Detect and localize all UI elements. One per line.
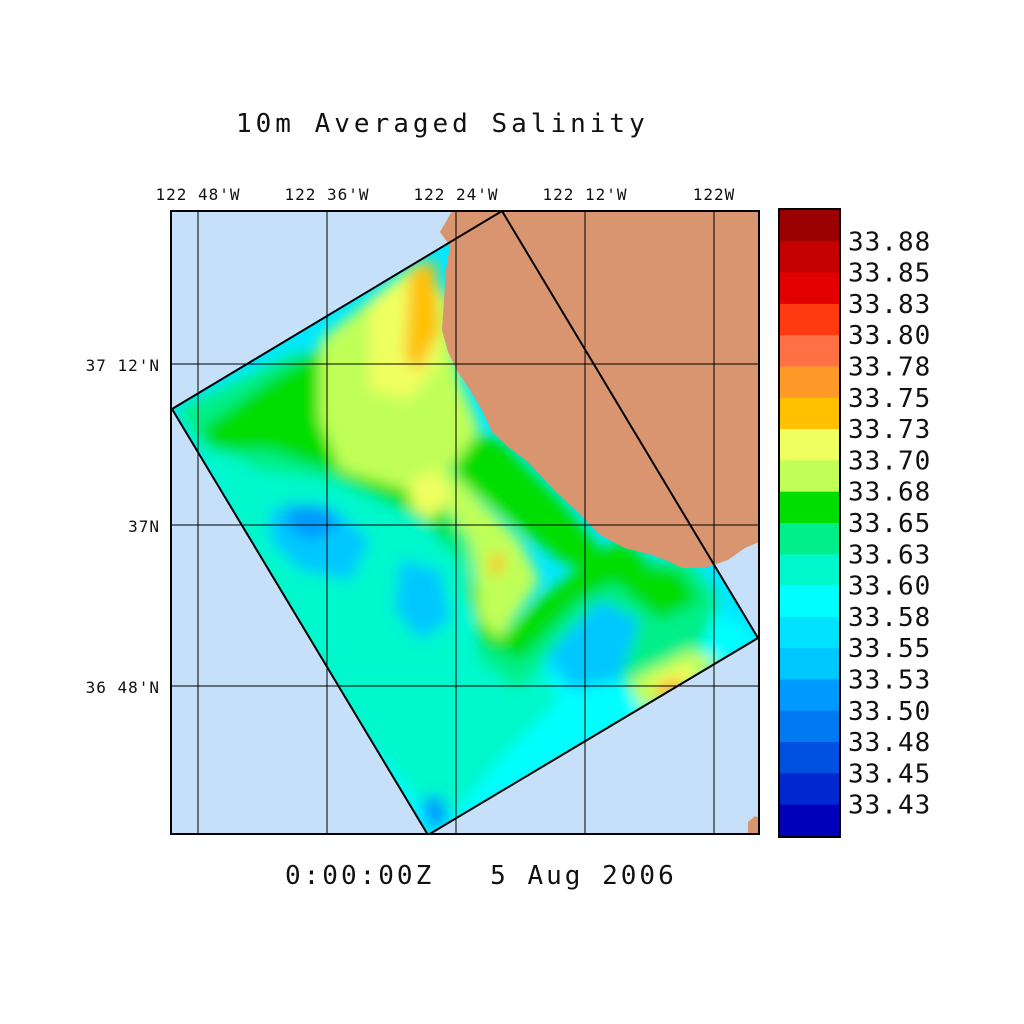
- lon-label-5: 122W: [693, 185, 736, 204]
- colorbar-swatch: [780, 335, 839, 368]
- lon-label-3: 122 24'W: [413, 185, 498, 204]
- colorbar-swatch: [780, 241, 839, 274]
- colorbar-label: 33.75: [848, 384, 931, 414]
- map-title: 10m Averaged Salinity: [236, 109, 649, 139]
- colorbar-swatch: [780, 491, 839, 524]
- colorbar-label: 33.70: [848, 446, 931, 476]
- lat-label-3: 36 48'N: [86, 678, 160, 697]
- colorbar-frame: [778, 208, 841, 838]
- colorbar-swatch: [780, 523, 839, 555]
- land-mass: [440, 211, 759, 568]
- colorbar-swatch: [780, 429, 839, 461]
- colorbar-label: 33.78: [848, 353, 931, 383]
- colorbar-swatch: [780, 742, 839, 774]
- lat-label-1: 37 12'N: [86, 356, 160, 375]
- colorbar-swatch: [780, 272, 839, 305]
- map-frame: [170, 210, 760, 835]
- map-panel: [171, 211, 759, 834]
- colorbar-swatch: [780, 679, 839, 712]
- colorbar-label: 33.45: [848, 759, 931, 789]
- colorbar-label: 33.68: [848, 478, 931, 508]
- colorbar-label: 33.48: [848, 728, 931, 758]
- colorbar-swatch: [780, 804, 839, 837]
- colorbar-label: 33.53: [848, 666, 931, 696]
- graticule: [171, 211, 759, 834]
- land-point: [748, 816, 759, 834]
- colorbar-label: 33.80: [848, 321, 931, 351]
- colorbar-label: 33.65: [848, 509, 931, 539]
- colorbar-label: 33.43: [848, 791, 931, 821]
- colorbar-swatch: [780, 460, 839, 493]
- longitude-labels: 122 48'W 122 36'W 122 24'W 122 12'W 122W: [155, 185, 736, 204]
- colorbar-swatch: [780, 210, 839, 242]
- colorbar-swatches: [780, 210, 839, 837]
- lon-label-2: 122 36'W: [284, 185, 369, 204]
- colorbar-label: 33.73: [848, 415, 931, 445]
- colorbar-label: 33.85: [848, 259, 931, 289]
- colorbar-label: 33.50: [848, 697, 931, 727]
- colorbar-swatch: [780, 397, 839, 430]
- colorbar-label: 33.88: [848, 227, 931, 257]
- colorbar-label: 33.55: [848, 634, 931, 664]
- colorbar-swatch: [780, 710, 839, 743]
- colorbar-swatch: [780, 585, 839, 618]
- colorbar: 33.8833.8533.8333.8033.7833.7533.7333.70…: [778, 208, 931, 838]
- timestamp: 0:00:00Z 5 Aug 2006: [285, 861, 677, 891]
- colorbar-swatch: [780, 303, 839, 336]
- colorbar-swatch: [780, 366, 839, 399]
- colorbar-swatch: [780, 648, 839, 681]
- lon-label-4: 122 12'W: [542, 185, 627, 204]
- lat-label-2: 37N: [128, 517, 160, 536]
- colorbar-label: 33.60: [848, 572, 931, 602]
- colorbar-swatch: [780, 773, 839, 806]
- colorbar-swatch: [780, 554, 839, 587]
- colorbar-label: 33.63: [848, 540, 931, 570]
- colorbar-swatch: [780, 616, 839, 649]
- colorbar-labels: 33.8833.8533.8333.8033.7833.7533.7333.70…: [848, 227, 931, 821]
- colorbar-label: 33.58: [848, 603, 931, 633]
- colorbar-label: 33.83: [848, 290, 931, 320]
- lon-label-1: 122 48'W: [155, 185, 240, 204]
- latitude-labels: 37 12'N 37N 36 48'N: [86, 356, 160, 697]
